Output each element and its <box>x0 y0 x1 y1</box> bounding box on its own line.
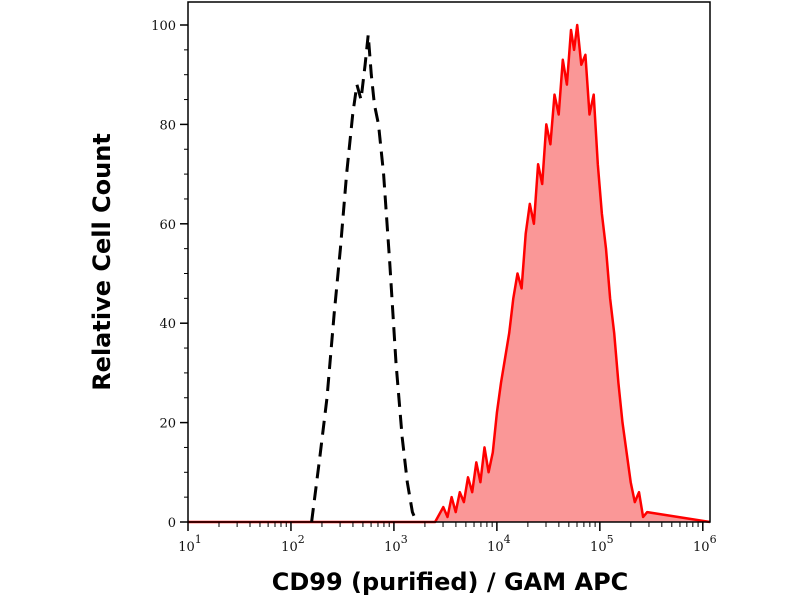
x-tick-label: 106 <box>693 533 717 555</box>
series-line-isotype-control <box>310 34 418 523</box>
y-tick-label: 100 <box>151 19 176 34</box>
y-tick-label: 0 <box>168 516 176 531</box>
x-tick-label: 101 <box>178 533 202 555</box>
x-tick-label: 105 <box>590 533 614 555</box>
y-axis: 0 20 40 60 80 100 <box>151 19 188 531</box>
x-tick-label: 103 <box>384 533 408 555</box>
y-tick-label: 80 <box>159 118 176 133</box>
x-axis: 101 102 103 104 105 106 <box>178 522 717 555</box>
series-line-cd99 <box>188 23 711 524</box>
plot-frame <box>187 1 711 523</box>
y-axis-title: Relative Cell Count <box>88 133 116 391</box>
series-fill-cd99 <box>188 25 710 522</box>
x-tick-label: 104 <box>487 533 511 555</box>
y-tick-label: 20 <box>159 417 176 432</box>
x-axis-title: CD99 (purified) / GAM APC <box>272 568 629 596</box>
y-tick-label: 40 <box>159 317 176 332</box>
y-tick-label: 60 <box>159 218 176 233</box>
plot-area <box>188 23 711 524</box>
x-tick-label: 102 <box>281 533 305 555</box>
